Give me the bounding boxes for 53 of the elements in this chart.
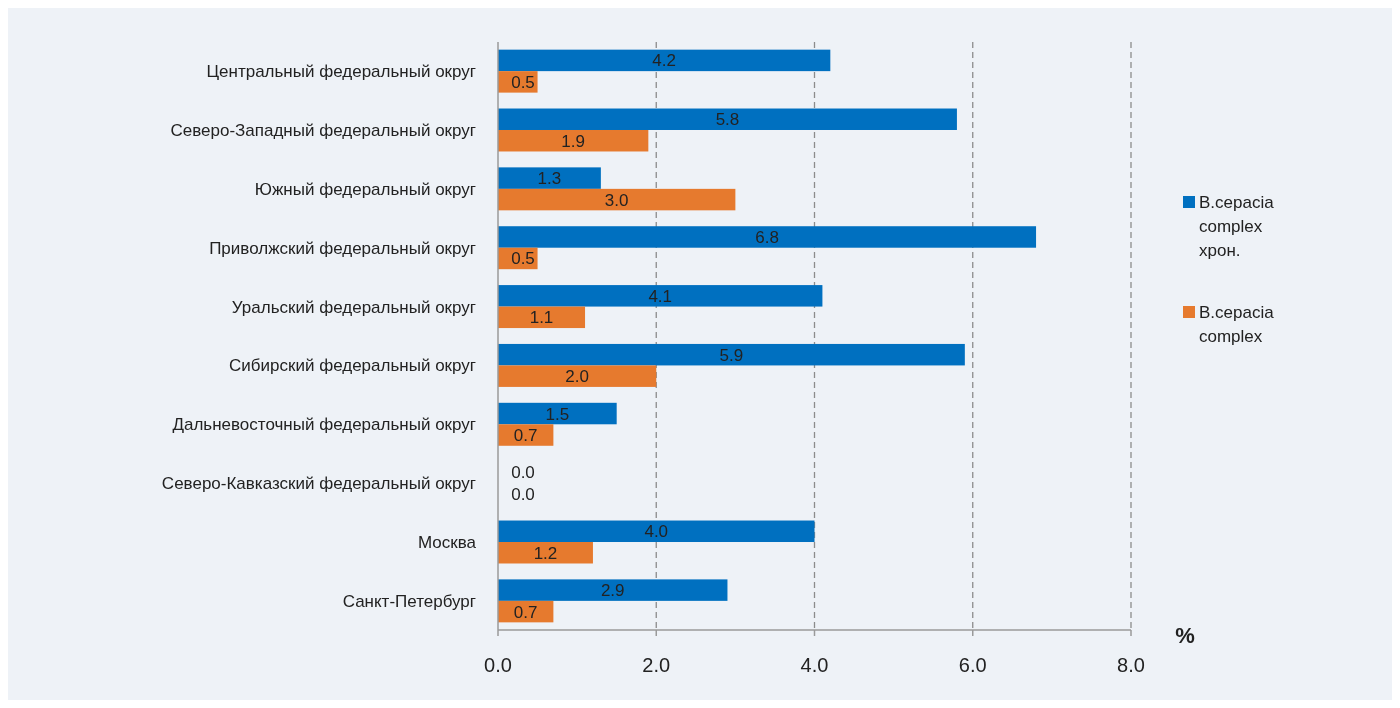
x-tick-label: 0.0: [484, 654, 512, 676]
bar: [498, 49, 831, 72]
legend-label: B.cepacia complex: [1199, 303, 1275, 346]
data-label: 0.0: [511, 484, 535, 504]
data-label: 1.2: [533, 543, 558, 563]
x-tick-label: 4.0: [800, 654, 829, 676]
y-tick-label: Приволжский федеральный округ: [209, 238, 476, 258]
data-label: 0.5: [511, 72, 535, 92]
bar: [498, 108, 957, 130]
data-label: 0.5: [511, 249, 535, 269]
x-axis-title: %: [1175, 623, 1195, 648]
bar: [498, 542, 593, 564]
data-label: 0.7: [513, 426, 538, 446]
x-tick-label: 2.0: [642, 654, 671, 676]
y-tick-label: Москва: [417, 533, 477, 553]
bar: [498, 579, 728, 601]
bar: [498, 365, 657, 387]
data-label: 4.0: [644, 522, 669, 542]
data-label: 2.0: [565, 367, 589, 387]
bar: [498, 129, 649, 152]
bar: [498, 520, 815, 543]
bar: [498, 167, 601, 189]
y-tick-label: Южный федеральный округ: [254, 179, 476, 199]
bar: [498, 402, 617, 425]
y-tick-label: Дальневосточный федеральный округ: [172, 415, 476, 435]
data-label: 4.2: [652, 51, 676, 71]
data-label: 0.7: [513, 602, 538, 622]
data-label: 4.1: [648, 286, 673, 306]
x-tick-label: 8.0: [1117, 654, 1145, 676]
data-label: 1.3: [537, 169, 562, 189]
bar: [498, 285, 823, 307]
data-label: 5.9: [719, 345, 744, 365]
y-tick-label: Уральский федеральный округ: [231, 297, 476, 317]
legend-label: B.cepacia complex хрон.: [1199, 193, 1275, 260]
data-label: 2.9: [600, 581, 625, 601]
y-tick-label: Северо-Западный федеральный округ: [170, 120, 476, 140]
data-label: 1.1: [529, 308, 554, 328]
x-tick-label: 6.0: [958, 654, 987, 676]
data-label: 3.0: [604, 190, 629, 210]
data-label: 0.0: [511, 463, 535, 483]
y-tick-label: Санкт-Петербург: [342, 591, 476, 611]
y-tick-label: Северо-Кавказский федеральный округ: [161, 474, 476, 494]
bar: [498, 188, 736, 211]
y-tick-label: Центральный федеральный округ: [206, 62, 476, 82]
data-label: 5.8: [715, 110, 740, 130]
data-label: 1.5: [545, 404, 570, 424]
bar: [498, 226, 1037, 248]
bar: [498, 424, 554, 446]
data-label: 1.9: [561, 131, 585, 151]
bar: [498, 306, 586, 329]
y-tick-label: Сибирский федеральный округ: [229, 356, 476, 376]
data-label: 6.8: [755, 227, 779, 247]
bar: [498, 343, 965, 366]
